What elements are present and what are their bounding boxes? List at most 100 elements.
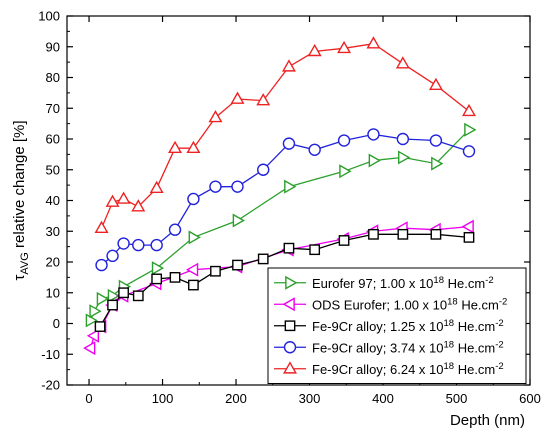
legend-label: Fe-9Cr alloy; 1.25 x 1018 He.cm-2 xyxy=(312,318,504,334)
x-tick-label: 200 xyxy=(225,391,247,406)
legend-marker xyxy=(282,297,295,312)
series-0 xyxy=(85,122,477,328)
data-point xyxy=(89,304,102,319)
y-axis-label-text: relative change [%] xyxy=(11,120,28,252)
data-point xyxy=(307,43,322,57)
legend-marker xyxy=(283,361,297,374)
y-tick-label: 10 xyxy=(46,285,60,300)
data-point xyxy=(430,228,442,240)
data-point xyxy=(256,93,271,106)
y-axis-label: τAVG relative change [%] xyxy=(11,120,31,280)
legend-entry: Fe-9Cr alloy; 3.74 x 1018 He.cm-2 xyxy=(274,339,504,355)
x-axis-label: Depth (nm) xyxy=(450,412,525,429)
y-axis-label-subscript: AVG xyxy=(19,252,31,274)
data-point xyxy=(337,40,352,54)
data-point xyxy=(428,77,443,91)
y-tick-label: 20 xyxy=(46,255,60,270)
data-point xyxy=(462,145,476,158)
data-point xyxy=(188,279,199,291)
data-point xyxy=(107,299,118,311)
data-point xyxy=(281,59,296,72)
y-tick-label: 30 xyxy=(46,224,60,239)
y-tick-label: 80 xyxy=(46,70,60,85)
legend-entry: ODS Eurofer; 1.00 x 1018 He.cm-2 xyxy=(274,296,507,312)
data-point xyxy=(397,228,409,240)
y-tick-label: 0 xyxy=(53,316,60,331)
legend: Eurofer 97; 1.00 x 1018 He.cm-2 ODS Eurof… xyxy=(267,267,527,384)
legend-marker xyxy=(283,341,297,354)
data-point xyxy=(283,242,295,254)
series-2 xyxy=(94,228,475,332)
data-point xyxy=(257,253,269,265)
legend-label: ODS Eurofer; 1.00 x 1018 He.cm-2 xyxy=(312,296,507,312)
data-point xyxy=(85,313,98,328)
y-tick-label: 90 xyxy=(46,39,60,54)
y-tick-label: 60 xyxy=(46,132,60,147)
data-point xyxy=(209,180,222,193)
data-point xyxy=(232,259,243,271)
x-tick-label: 400 xyxy=(372,391,394,406)
data-point xyxy=(96,291,110,306)
data-point xyxy=(150,238,163,252)
data-point xyxy=(366,36,381,49)
data-point xyxy=(131,199,146,212)
y-tick-label: -10 xyxy=(41,347,60,362)
axes: 0 100 200 300 400 500 600 -20 -10 0 10 20 30 40 50 60 70… xyxy=(38,9,541,407)
legend-entry: Fe-9Cr alloy; 6.24 x 1018 He.cm-2 xyxy=(274,361,504,377)
series-4 xyxy=(94,36,476,234)
y-tick-label: 40 xyxy=(46,193,60,208)
data-point xyxy=(149,180,164,194)
x-tick-label: 100 xyxy=(152,391,174,406)
data-point xyxy=(151,273,163,285)
legend-label: Eurofer 97; 1.00 x 1018 He.cm-2 xyxy=(312,275,494,291)
data-point xyxy=(462,103,476,117)
data-point xyxy=(231,180,244,193)
data-point xyxy=(117,237,130,250)
data-point xyxy=(308,143,321,156)
data-point xyxy=(168,223,182,236)
data-point xyxy=(186,140,201,154)
data-point xyxy=(395,56,410,69)
data-point xyxy=(106,249,119,263)
legend-box xyxy=(267,267,527,384)
y-tick-label: 100 xyxy=(38,9,60,24)
data-point xyxy=(337,134,351,147)
data-point xyxy=(309,244,321,256)
legend-entry: Fe-9Cr alloy; 1.25 x 1018 He.cm-2 xyxy=(274,318,504,334)
data-point xyxy=(257,163,270,176)
legend-marker xyxy=(285,275,298,290)
x-tick-label: 300 xyxy=(299,391,321,406)
data-point xyxy=(168,140,183,154)
data-point xyxy=(464,122,477,137)
data-point xyxy=(339,164,352,179)
data-point xyxy=(232,213,245,228)
x-tick-label: 0 xyxy=(85,391,92,406)
data-point xyxy=(282,137,296,150)
data-point xyxy=(367,128,380,141)
data-point xyxy=(230,91,245,104)
data-point xyxy=(338,235,350,246)
data-point xyxy=(210,265,221,277)
data-point xyxy=(368,153,381,168)
data-point xyxy=(284,179,297,194)
y-tick-label: 50 xyxy=(46,162,60,177)
y-axis-label-symbol: τ xyxy=(11,275,28,281)
data-point xyxy=(368,228,379,240)
data-point xyxy=(461,219,474,234)
data-point xyxy=(83,341,96,356)
data-point xyxy=(116,191,131,204)
plot-area xyxy=(83,36,477,356)
data-point xyxy=(118,287,129,299)
legend-marker xyxy=(284,320,296,332)
data-point xyxy=(94,220,109,234)
data-point xyxy=(188,230,201,245)
x-tick-label: 600 xyxy=(519,391,541,406)
y-tick-label: -20 xyxy=(41,378,60,393)
data-point xyxy=(132,290,144,302)
data-point xyxy=(398,150,411,165)
data-point xyxy=(86,328,100,343)
data-point xyxy=(95,258,108,272)
data-point xyxy=(105,194,120,207)
data-point xyxy=(132,238,145,252)
